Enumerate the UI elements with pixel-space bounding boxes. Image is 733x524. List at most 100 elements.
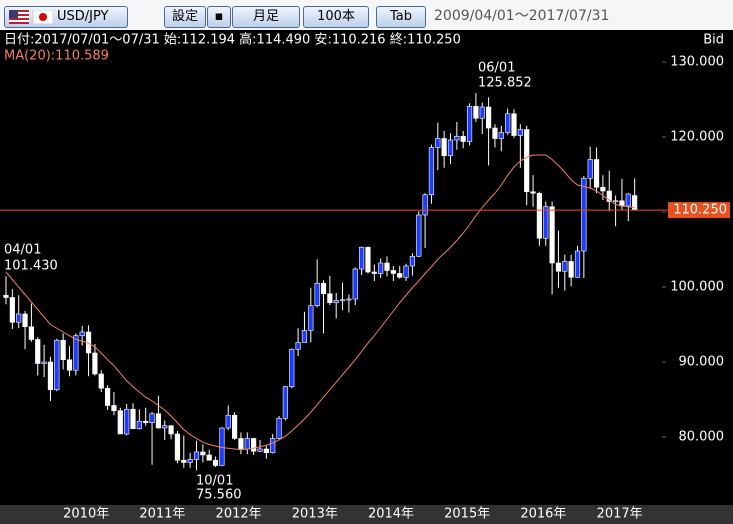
candle-body [35, 339, 41, 364]
info: 日付:2017/07/01～07/31 始:112.194 高:114.490 … [4, 32, 461, 48]
annotation: 125.852 [478, 76, 532, 91]
candle-body [244, 438, 250, 450]
candle-body [574, 250, 581, 278]
candle-body [428, 147, 435, 196]
axis-label: Bid [703, 33, 724, 48]
candle-body [505, 113, 511, 133]
button[interactable]: 月足 [232, 6, 300, 28]
candle-body [587, 159, 593, 179]
annotation: 04/01 [4, 243, 41, 258]
candle-body [251, 438, 257, 452]
candle-body [168, 425, 174, 435]
candle-body [289, 348, 295, 388]
candle-body [47, 361, 54, 391]
flags [9, 10, 53, 24]
x-tick-label: 2016年 [520, 507, 566, 522]
last-price-label: 110.250 [673, 203, 727, 218]
candle-body [555, 262, 562, 272]
candle-body [162, 425, 168, 429]
x-axis-bar [0, 505, 733, 524]
candle-body [593, 159, 600, 188]
annotation: 75.560 [196, 488, 242, 503]
toolbar-bar: USD/JPY 設定 ▪ 月足 100本 Tab 2009/04/01～2017… [0, 0, 733, 31]
background [0, 30, 733, 524]
candle-body [174, 433, 181, 461]
candle-body [295, 342, 301, 350]
button[interactable]: 100本 [303, 6, 369, 28]
candle-body [301, 330, 308, 343]
candle-body [498, 132, 504, 139]
button[interactable]: Tab [376, 6, 426, 28]
candle-body [149, 413, 155, 424]
candle-body [416, 214, 422, 257]
candle-body [16, 313, 22, 323]
candle-body [206, 454, 212, 461]
candle-body [409, 255, 416, 267]
candle-body [339, 299, 346, 302]
candle-body [365, 246, 371, 273]
candle-body [79, 331, 85, 337]
candle-body [441, 138, 447, 157]
icon-button[interactable]: ▪ [207, 6, 231, 28]
candle-body [276, 417, 282, 439]
candle-body [238, 438, 244, 450]
candle-body [403, 265, 409, 278]
candle-body [232, 414, 238, 439]
candle-body [581, 177, 587, 252]
y-tick-label: 120.000 [670, 130, 724, 145]
range: 2009/04/01～2017/07/31 [434, 8, 610, 24]
candle-body [333, 300, 339, 304]
ma-label: MA(20):110.589 [4, 49, 109, 64]
candle-body [473, 105, 479, 119]
candle-body [384, 262, 390, 271]
candle-body [193, 451, 200, 460]
candle-body [371, 271, 377, 274]
candle-body [530, 191, 536, 194]
candle-body [66, 359, 73, 371]
candle-body [320, 282, 327, 295]
annotation: 06/01 [478, 61, 515, 76]
candle-body [28, 326, 35, 340]
candle-body [625, 193, 631, 207]
y-tick-label: 90.000 [679, 354, 725, 369]
candle-body [479, 106, 485, 119]
y-tick-label: 130.000 [670, 55, 724, 70]
candle-body [41, 361, 47, 364]
candle-body [212, 459, 219, 466]
pair: USD/JPY [57, 9, 109, 24]
candle-body [378, 262, 384, 274]
candle-body [632, 195, 638, 211]
candle-body [225, 414, 231, 429]
candle-body [257, 448, 263, 452]
candle-body [352, 268, 358, 300]
candle-body [98, 373, 104, 389]
candle-body [308, 305, 314, 331]
candle-body [466, 105, 473, 142]
candle-body [60, 339, 66, 361]
candle-body [549, 206, 555, 264]
candle-body [454, 135, 460, 141]
candle-body [517, 129, 523, 136]
candle-body [511, 113, 517, 136]
candle-body [187, 459, 193, 463]
candle-body [435, 138, 441, 148]
button[interactable]: 設定 [164, 6, 206, 28]
y-tick-label: 100.000 [670, 279, 724, 294]
candle-body [612, 200, 619, 203]
candle-body [314, 282, 320, 307]
candle-body [600, 186, 606, 192]
candle-body [390, 270, 396, 274]
candle-body [54, 339, 60, 391]
x-tick-label: 2017年 [597, 507, 643, 522]
candle-body [117, 410, 123, 435]
candle-body [606, 190, 612, 202]
candle-body [397, 273, 403, 278]
candle-body [124, 408, 130, 435]
annotation: 10/01 [196, 474, 233, 489]
candle-body [358, 246, 365, 270]
x-tick-label: 2012年 [216, 507, 262, 522]
candle-body [263, 448, 269, 454]
candle-body [143, 420, 149, 424]
pair-select[interactable]: USD/JPY [4, 6, 128, 28]
candle-body [73, 335, 79, 371]
